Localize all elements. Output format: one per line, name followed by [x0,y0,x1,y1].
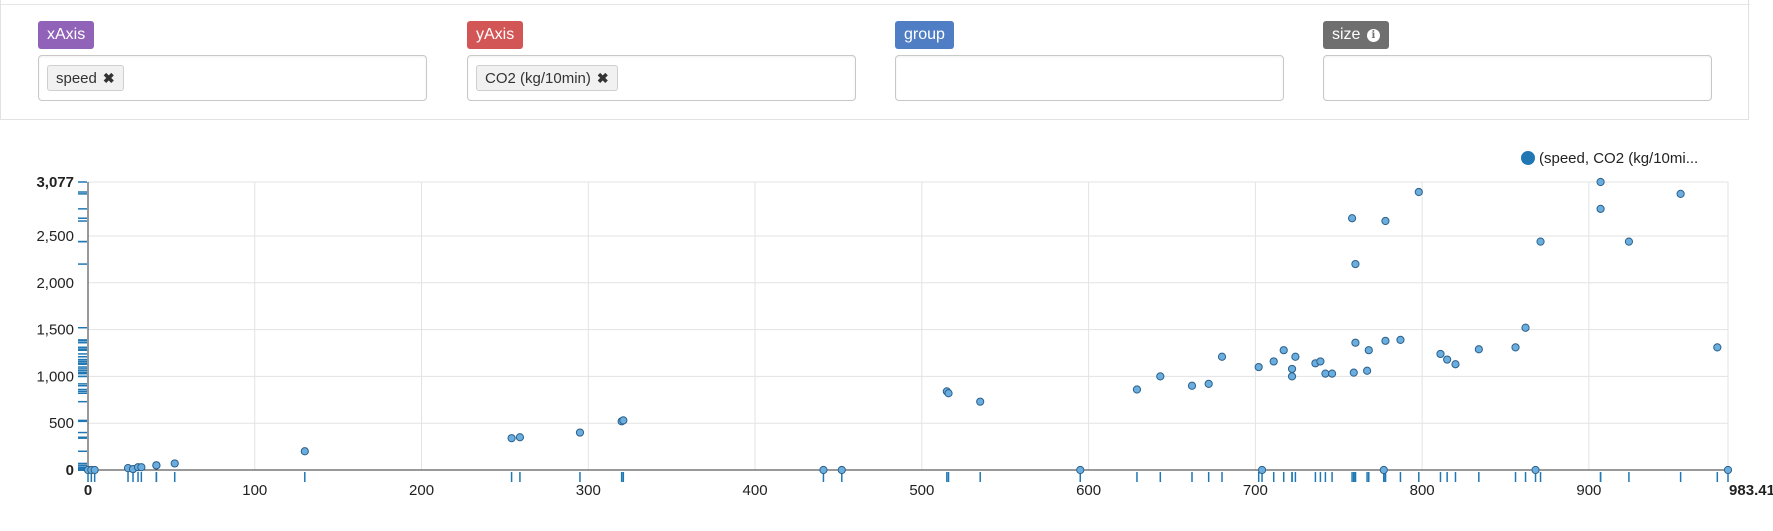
data-point [575,428,585,437]
data-point [1443,355,1452,364]
data-point [1217,352,1227,361]
data-point [1511,343,1520,352]
y-tick-label: 1,000 [36,368,74,385]
data-point [1254,362,1263,372]
info-circle-icon[interactable]: i [1366,29,1380,42]
x-tick-label: 800 [1410,482,1435,499]
size-dropzone[interactable] [1323,55,1712,101]
xaxis-chip[interactable]: speed ✖ [47,65,124,91]
data-point [1536,237,1545,246]
xaxis-dropzone[interactable]: speed ✖ [38,55,427,101]
y-tick-label: 0 [66,462,74,479]
data-point [1316,357,1325,366]
data-point [837,465,846,475]
data-point [1291,352,1300,361]
group-field: group [895,21,1284,101]
field-panel: xAxis speed ✖ yAxis CO2 (kg/10min) ✖ group… [0,0,1750,120]
data-point [1381,336,1390,345]
x-tick-label: 400 [743,482,768,499]
yaxis-label: yAxis [467,21,524,49]
data-point [1451,360,1460,369]
data-point [170,459,179,468]
y-tick-label: 1,500 [36,322,74,339]
xaxis-chip-label: speed [56,70,97,87]
data-point [1327,369,1337,378]
data-point [1396,335,1405,344]
yaxis-field: yAxis CO2 (kg/10min) ✖ [467,21,856,101]
x-tick-label: 700 [1243,482,1268,499]
yaxis-chip[interactable]: CO2 (kg/10min) ✖ [476,65,618,91]
data-point [1269,357,1278,366]
data-point [944,389,953,398]
data-point [1624,237,1634,246]
data-point [1713,343,1722,352]
panel-divider [1,4,1750,5]
group-dropzone[interactable] [895,55,1284,101]
group-label: group [895,21,954,49]
yaxis-dropzone[interactable]: CO2 (kg/10min) ✖ [467,55,856,101]
x-tick-label: 900 [1576,482,1601,499]
xaxis-label: xAxis [38,21,95,49]
size-field: size i [1323,21,1712,101]
close-icon[interactable]: ✖ [102,70,115,86]
data-point [1076,465,1085,475]
legend-marker [1521,151,1535,165]
data-point [1676,189,1685,198]
data-point [137,463,146,472]
data-point [1723,465,1733,475]
x-tick-label: 200 [409,482,434,499]
data-point [1379,465,1388,475]
scatter-chart: 0 100 200 300 400 500 600 700 800 900 983.41 0 500 1,… [36,150,1773,499]
data-point [507,434,516,443]
data-point [1287,372,1297,381]
size-label-badge: size i [1323,21,1389,49]
data-point [1364,346,1373,355]
data-point [819,465,828,475]
data-point [1347,214,1357,223]
data-point [1351,259,1360,269]
data-point [1187,381,1197,390]
y-tick-label: 2,500 [36,228,74,245]
data-point [1204,379,1213,388]
y-tick-label: 500 [49,415,74,432]
xaxis-field: xAxis speed ✖ [38,21,427,101]
x-tick-label: 300 [576,482,601,499]
size-label: size [1332,26,1361,43]
data-point [1531,465,1540,475]
legend-label: (speed, CO2 (kg/10mi... [1539,150,1698,167]
data-point [1596,177,1605,187]
data-point [1287,364,1297,374]
close-icon[interactable]: ✖ [596,70,609,86]
x-tick-label: 983.41 [1729,482,1773,499]
y-tick-label: 3,077 [36,174,74,191]
data-point [1436,349,1445,359]
data-point [1474,345,1483,354]
data-point [1414,187,1423,197]
data-point [1351,338,1360,347]
x-tick-label: 100 [242,482,267,499]
data-point [1279,346,1288,355]
data-point [152,461,161,470]
data-point [515,433,525,442]
x-tick-label: 0 [84,482,92,499]
y-tick-label: 2,000 [36,275,74,292]
x-tick-label: 500 [909,482,934,499]
data-point [1132,385,1142,394]
data-point [1156,372,1165,381]
data-point [619,416,628,425]
yaxis-chip-label: CO2 (kg/10min) [485,70,591,87]
data-point [1349,368,1358,377]
data-point [90,465,99,475]
data-point [1363,366,1372,375]
data-point [1257,465,1267,475]
data-point [300,447,309,456]
data-point [1521,323,1530,332]
data-point [976,397,985,406]
x-tick-label: 600 [1076,482,1101,499]
data-point [1381,216,1390,226]
data-point [1596,204,1605,213]
data-point [1321,369,1330,378]
